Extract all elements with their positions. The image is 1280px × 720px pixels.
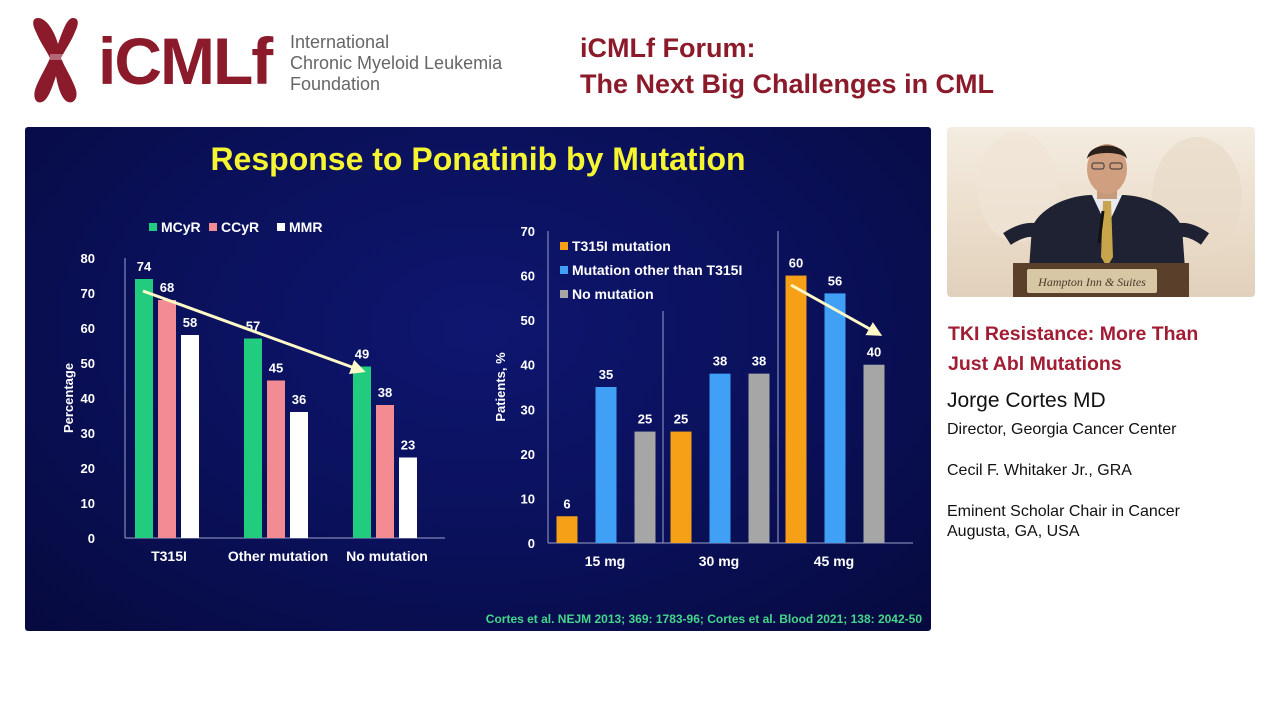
x-tick-label: 30 mg: [699, 553, 739, 569]
legend-label: MCyR: [161, 219, 201, 235]
speaker-affiliation: Eminent Scholar Chair in Cancer: [947, 503, 1180, 520]
trend-arrow: [142, 289, 366, 374]
bar: [748, 373, 770, 543]
data-label: 23: [401, 438, 415, 453]
speaker-location: Augusta, GA, USA: [947, 523, 1080, 540]
data-label: 58: [183, 315, 197, 330]
legend-label: Mutation other than T315I: [572, 262, 742, 278]
talk-title: TKI Resistance: More Than Just Abl Mutat…: [948, 323, 1199, 375]
y-tick-label: 10: [521, 491, 535, 506]
logo-subtitle: International Chronic Myeloid Leukemia F…: [290, 32, 503, 94]
forum-title: iCMLf Forum: The Next Big Challenges in …: [580, 33, 995, 99]
x-tick-label: No mutation: [346, 548, 428, 564]
bar: [267, 380, 285, 538]
x-tick-label: 45 mg: [814, 553, 854, 569]
y-tick-label: 50: [521, 313, 535, 328]
bar: [135, 279, 153, 538]
charts-canvas: 01020304050607080Percentage7457496845385…: [61, 219, 913, 569]
x-tick-label: Other mutation: [228, 548, 328, 564]
bar: [244, 338, 262, 538]
data-label: 38: [752, 354, 766, 369]
legend-swatch: [560, 266, 568, 274]
x-tick-label: T315I: [151, 548, 187, 564]
y-tick-label: 70: [521, 224, 535, 239]
data-label: 36: [292, 392, 306, 407]
bar: [709, 373, 731, 543]
bar: [670, 431, 692, 543]
data-label: 38: [378, 385, 392, 400]
presentation-slide: Response to Ponatinib by Mutation 0 10 20 3…: [25, 127, 931, 631]
y-tick-label: 60: [81, 321, 95, 336]
speaker-affiliation: Director, Georgia Cancer Center: [947, 421, 1177, 438]
y-tick-label: 80: [81, 251, 95, 266]
bar: [181, 335, 199, 538]
data-label: 45: [269, 361, 283, 376]
data-label: 68: [160, 280, 174, 295]
legend-label: MMR: [289, 219, 322, 235]
y-tick-label: 20: [521, 447, 535, 462]
data-label: 56: [828, 273, 842, 288]
speaker-illustration: [977, 132, 1242, 297]
bar: [556, 516, 578, 543]
bar: [785, 275, 807, 543]
y-tick-label: 50: [81, 356, 95, 371]
bar: [595, 387, 617, 543]
legend-swatch: [209, 223, 217, 231]
y-tick-label: 10: [81, 496, 95, 511]
bar: [863, 364, 885, 543]
speaker-name: Jorge Cortes MD: [947, 389, 1106, 412]
data-label: 38: [713, 354, 727, 369]
bar: [634, 431, 656, 543]
data-label: 25: [638, 412, 652, 427]
y-tick-label: 40: [521, 358, 535, 373]
y-axis-label: Patients, %: [493, 352, 508, 422]
slide-title: Response to Ponatinib by Mutation: [210, 141, 746, 177]
data-label: 40: [867, 345, 881, 360]
y-axis-label: Percentage: [61, 363, 76, 433]
data-label: 6: [563, 496, 570, 511]
y-tick-label: 70: [81, 286, 95, 301]
legend-label: No mutation: [572, 286, 654, 302]
trend-arrow: [790, 283, 883, 336]
speaker-affiliation: Cecil F. Whitaker Jr., GRA: [947, 462, 1132, 479]
citation: Cortes et al. NEJM 2013; 369: 1783-96; C…: [485, 612, 922, 626]
speaker-photo: Hampton Inn & Suites: [947, 127, 1255, 297]
bar: [824, 293, 846, 543]
bar: [290, 412, 308, 538]
y-tick-label: 20: [81, 461, 95, 476]
y-tick-label: 0: [528, 536, 535, 551]
logo-wordmark: iCMLf: [98, 24, 273, 98]
y-tick-label: 30: [521, 402, 535, 417]
y-tick-label: 60: [521, 269, 535, 284]
data-label: 25: [674, 412, 688, 427]
y-tick-label: 0: [88, 531, 95, 546]
data-label: 60: [789, 256, 803, 271]
icmlf-logo: iCMLf International Chronic Myeloid Leuk…: [28, 14, 502, 109]
legend-label: T315I mutation: [572, 238, 671, 254]
bar: [353, 366, 371, 538]
legend-swatch: [560, 242, 568, 250]
bar: [158, 300, 176, 538]
legend-swatch: [560, 290, 568, 298]
x-tick-label: 15 mg: [585, 553, 625, 569]
chromosome-icon: [33, 18, 78, 103]
data-label: 35: [599, 367, 613, 382]
legend-label: CCyR: [221, 219, 259, 235]
y-tick-label: 40: [81, 391, 95, 406]
y-tick-label: 30: [81, 426, 95, 441]
bar: [376, 405, 394, 538]
podium-sign: Hampton Inn & Suites: [1038, 275, 1146, 289]
data-label: 74: [137, 259, 152, 274]
bar: [399, 457, 417, 538]
legend-swatch: [149, 223, 157, 231]
data-label: 49: [355, 347, 369, 362]
legend-swatch: [277, 223, 285, 231]
